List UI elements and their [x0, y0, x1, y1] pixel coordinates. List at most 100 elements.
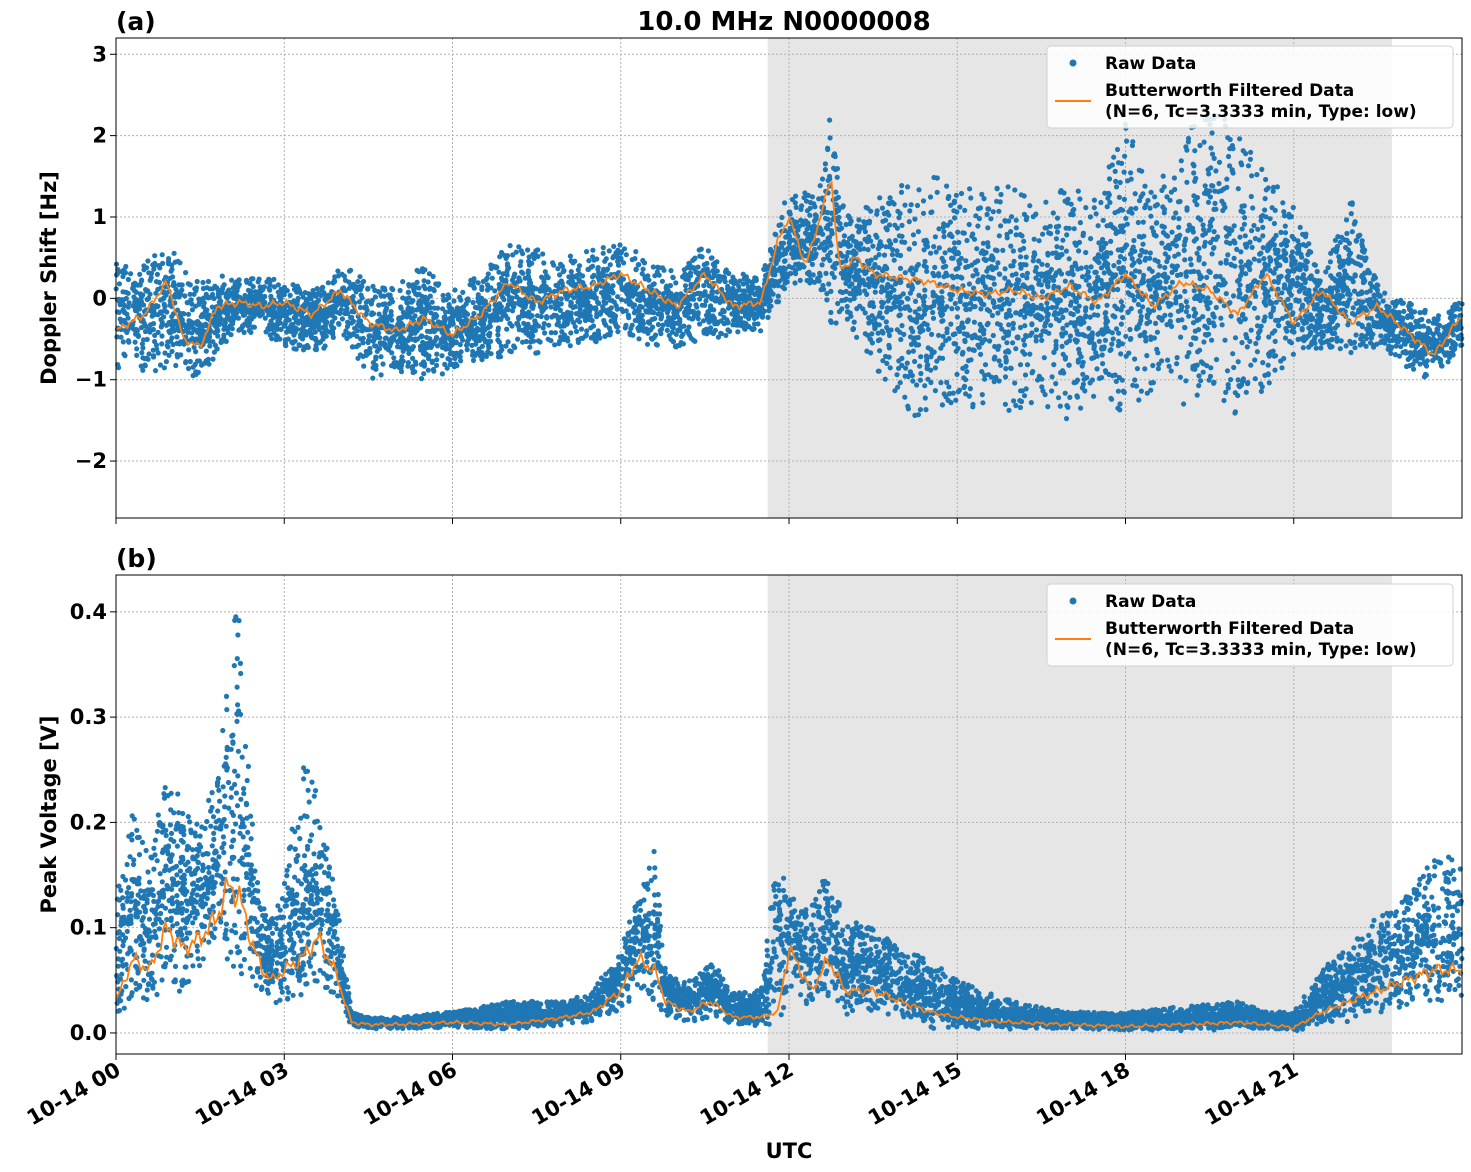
raw-data-point: [646, 284, 652, 290]
raw-data-point: [917, 363, 923, 369]
raw-data-point: [1095, 253, 1101, 259]
raw-data-point: [1350, 305, 1356, 311]
raw-data-point: [1332, 325, 1338, 331]
raw-data-point: [910, 271, 916, 277]
raw-data-point: [1327, 259, 1333, 265]
raw-data-point: [470, 299, 476, 306]
raw-data-point: [981, 331, 987, 337]
raw-data-point: [851, 319, 857, 325]
raw-data-point: [618, 280, 624, 287]
raw-data-point: [534, 313, 541, 319]
raw-data-point: [360, 340, 366, 346]
raw-data-point: [1096, 240, 1102, 246]
raw-data-point: [975, 223, 981, 229]
raw-data-point: [963, 258, 969, 264]
raw-data-point: [632, 317, 638, 324]
raw-data-point: [576, 271, 583, 277]
raw-data-point: [1092, 280, 1098, 286]
raw-data-point: [1043, 308, 1049, 314]
raw-data-point: [189, 307, 195, 313]
raw-data-point: [1062, 354, 1069, 360]
raw-data-point: [1194, 202, 1200, 208]
raw-data-point: [1081, 319, 1087, 325]
raw-data-point: [988, 264, 995, 270]
raw-data-point: [1041, 355, 1047, 361]
raw-data-point: [1165, 254, 1171, 260]
raw-data-point: [940, 355, 946, 361]
raw-data-point: [529, 287, 536, 293]
raw-data-point: [1064, 322, 1070, 328]
raw-data-point: [1078, 265, 1084, 271]
raw-data-point: [137, 306, 143, 312]
raw-data-point: [1100, 331, 1106, 337]
raw-data-point: [1169, 269, 1175, 275]
raw-data-point: [1173, 237, 1179, 243]
raw-data-point: [1008, 365, 1014, 371]
raw-data-point: [1192, 198, 1198, 204]
raw-data-point: [649, 316, 655, 323]
raw-data-point: [578, 326, 585, 332]
raw-data-point: [1162, 265, 1168, 271]
raw-data-point: [1128, 176, 1134, 182]
raw-data-point: [1351, 288, 1358, 294]
raw-data-point: [857, 246, 863, 253]
raw-data-point: [1118, 299, 1124, 305]
raw-data-point: [142, 328, 149, 335]
raw-data-point: [683, 276, 689, 282]
raw-data-point: [1138, 313, 1144, 320]
raw-data-point: [965, 317, 971, 323]
raw-data-point: [159, 341, 165, 347]
raw-data-point: [479, 286, 485, 293]
raw-data-point: [996, 358, 1002, 364]
raw-data-point: [640, 266, 646, 272]
raw-data-point: [917, 377, 924, 383]
raw-data-point: [1098, 199, 1104, 206]
raw-data-point: [1095, 223, 1101, 229]
raw-data-point: [1221, 201, 1227, 207]
raw-data-point: [1013, 225, 1019, 231]
raw-data-point: [969, 233, 975, 239]
raw-data-point: [832, 261, 838, 267]
raw-data-point: [352, 325, 358, 331]
raw-data-point: [1023, 332, 1029, 339]
raw-data-point: [1225, 153, 1232, 160]
raw-data-point: [1253, 340, 1259, 347]
raw-data-point: [1232, 263, 1238, 269]
raw-data-point: [141, 302, 147, 308]
raw-data-point: [1155, 273, 1161, 279]
raw-data-point: [629, 257, 635, 263]
raw-data-point: [967, 300, 974, 306]
raw-data-point: [964, 369, 970, 375]
raw-data-point: [867, 279, 873, 285]
raw-data-point: [372, 294, 378, 300]
raw-data-point: [1343, 217, 1350, 223]
raw-data-point: [1021, 238, 1027, 244]
raw-data-point: [927, 194, 934, 200]
raw-data-point: [997, 199, 1003, 205]
raw-data-point: [942, 250, 948, 256]
raw-data-point: [992, 304, 998, 310]
raw-data-point: [1182, 288, 1188, 294]
raw-data-point: [1235, 186, 1241, 192]
raw-data-point: [1174, 355, 1180, 361]
raw-data-point: [1154, 220, 1160, 226]
raw-data-point: [1135, 301, 1141, 308]
raw-data-point: [629, 322, 635, 328]
raw-data-point: [495, 325, 501, 331]
raw-data-point: [988, 275, 994, 281]
raw-data-point: [1036, 258, 1042, 264]
raw-data-point: [1243, 271, 1249, 277]
raw-data-point: [902, 270, 908, 276]
raw-data-point: [907, 290, 914, 296]
raw-data-point: [921, 247, 927, 253]
raw-data-point: [1207, 240, 1214, 246]
raw-data-point: [1117, 254, 1124, 260]
raw-data-point: [1287, 302, 1293, 308]
raw-data-point: [651, 298, 657, 304]
raw-data-point: [847, 283, 853, 289]
raw-data-point: [637, 303, 643, 309]
raw-data-point: [1086, 282, 1092, 288]
raw-data-point: [144, 336, 150, 342]
raw-data-point: [1272, 207, 1278, 213]
raw-data-point: [812, 204, 818, 210]
